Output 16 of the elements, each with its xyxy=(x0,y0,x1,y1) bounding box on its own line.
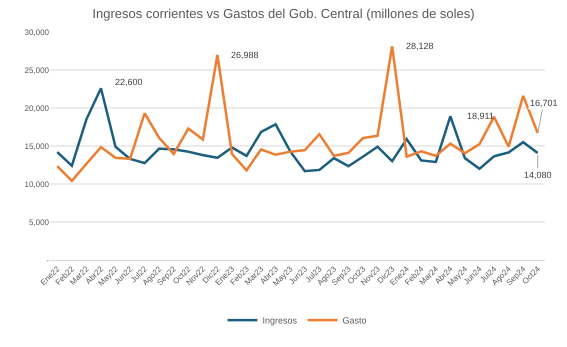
annotation: 22,600 xyxy=(115,77,143,87)
legend-label: Ingresos xyxy=(262,316,298,326)
annotation: 16,701 xyxy=(530,98,558,108)
y-tick-label: 5,000 xyxy=(28,218,50,227)
y-tick-label: 30,000 xyxy=(24,28,50,37)
y-tick-label: 15,000 xyxy=(24,142,50,151)
annotation: 28,128 xyxy=(406,41,434,51)
legend-label: Gasto xyxy=(342,316,367,326)
chart-title: Ingresos corrientes vs Gastos del Gob. Central (millones de soles) xyxy=(92,6,475,21)
annotation: 14,080 xyxy=(524,170,552,180)
annotation: 26,988 xyxy=(231,50,259,60)
annotation: 18,911 xyxy=(467,111,494,121)
y-tick-label: 20,000 xyxy=(24,104,50,113)
y-tick-label: - xyxy=(46,256,50,265)
y-tick-label: 10,000 xyxy=(24,180,50,189)
y-tick-label: 25,000 xyxy=(24,66,50,75)
